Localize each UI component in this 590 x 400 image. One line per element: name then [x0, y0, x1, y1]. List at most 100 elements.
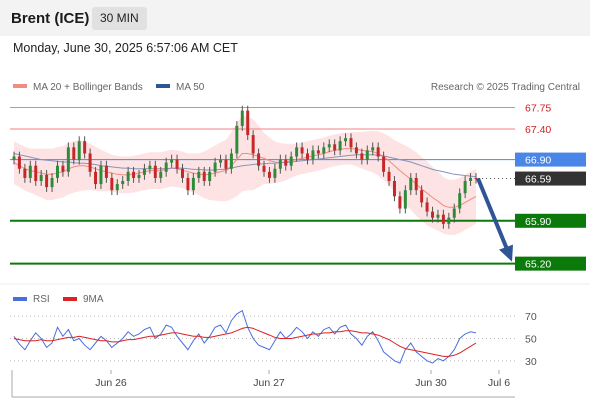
candle-body	[327, 144, 331, 148]
candle-body	[284, 159, 288, 166]
candle-body	[333, 144, 337, 151]
candle-body	[23, 168, 27, 178]
rsi-legend-label: RSI	[33, 294, 50, 305]
projection-arrow-head	[499, 244, 513, 262]
candle-body	[88, 153, 92, 172]
candle-body	[72, 147, 76, 160]
candle-body	[420, 190, 424, 203]
candle-body	[83, 141, 87, 154]
candle-body	[224, 159, 228, 169]
rsi-legend-swatch	[13, 297, 27, 301]
candle-body	[121, 181, 125, 185]
legend-swatch	[156, 84, 170, 88]
rsi-legend-label: 9MA	[83, 294, 104, 305]
level-label: 67.40	[525, 124, 551, 136]
level-label: 66.59	[525, 174, 551, 186]
legend-label: MA 20 + Bollinger Bands	[33, 82, 143, 93]
rsi-ma-line	[13, 326, 477, 357]
candle-body	[251, 135, 255, 154]
level-tag	[515, 152, 586, 167]
level-tag	[515, 256, 586, 271]
level-tag	[515, 213, 586, 228]
rsi-legend-swatch	[63, 297, 77, 301]
candle-body	[322, 147, 326, 154]
candle-body	[240, 110, 244, 126]
candle-body	[452, 208, 456, 218]
candle-body	[229, 153, 233, 169]
candle-body	[39, 174, 43, 181]
candle-body	[447, 217, 451, 224]
timeframe-button[interactable]: 30 MIN	[92, 7, 147, 30]
candle-body	[235, 125, 239, 154]
candle-body	[409, 177, 413, 191]
candle-body	[371, 147, 375, 151]
candle-body	[344, 138, 348, 142]
candle-body	[414, 177, 418, 191]
credit-text: Research © 2025 Trading Central	[431, 82, 580, 93]
candle-body	[431, 211, 435, 218]
candle-body	[392, 181, 396, 197]
candle-body	[66, 147, 70, 172]
candle-body	[360, 153, 364, 160]
candle-body	[202, 171, 206, 181]
chart-datetime: Monday, June 30, 2025 6:57:06 AM CET	[13, 41, 238, 55]
candle-body	[126, 171, 130, 181]
candle-body	[311, 150, 315, 160]
candle-body	[262, 165, 266, 172]
candle-body	[50, 177, 54, 188]
candle-body	[382, 156, 386, 172]
candle-body	[387, 171, 391, 181]
candle-body	[186, 177, 190, 191]
candle-body	[257, 153, 261, 166]
bollinger-band	[14, 115, 476, 235]
candle-body	[55, 165, 59, 178]
rsi-level-label: 30	[525, 356, 537, 368]
candle-body	[441, 214, 445, 224]
candle-body	[306, 153, 309, 160]
candle-body	[94, 171, 98, 185]
candle-body	[115, 184, 119, 191]
candle-body	[354, 147, 358, 154]
candle-body	[316, 150, 320, 154]
candle-body	[132, 171, 136, 178]
x-tick-label: Jul 6	[488, 377, 510, 389]
candle-body	[12, 156, 16, 160]
rsi-level-label: 50	[525, 334, 537, 346]
candle-body	[153, 165, 157, 178]
candle-body	[99, 165, 103, 185]
candle-body	[17, 156, 21, 169]
candle-body	[463, 181, 467, 194]
candle-body	[300, 147, 304, 154]
candle-body	[474, 177, 478, 179]
level-label: 65.20	[525, 259, 551, 271]
candle-body	[458, 193, 462, 209]
candle-body	[338, 141, 342, 151]
candle-body	[208, 171, 212, 181]
candle-body	[45, 174, 49, 188]
candle-body	[137, 174, 141, 178]
projection-arrow-shaft	[476, 177, 510, 253]
candle-body	[273, 168, 277, 178]
candle-body	[213, 162, 217, 172]
x-tick-label: Jun 27	[253, 377, 285, 389]
level-label: 66.90	[525, 155, 551, 167]
candle-body	[28, 165, 32, 178]
instrument-title: Brent (ICE)	[11, 10, 90, 27]
candle-body	[365, 150, 369, 160]
rsi-level-label: 70	[525, 311, 537, 323]
candle-body	[104, 165, 108, 178]
candle-body	[61, 165, 65, 172]
candle-body	[376, 147, 380, 157]
candle-body	[349, 138, 353, 148]
candle-body	[403, 190, 407, 209]
candle-body	[436, 214, 440, 218]
candle-body	[170, 159, 174, 163]
x-tick-label: Jun 26	[95, 377, 127, 389]
candle-body	[267, 171, 271, 178]
x-tick-label: Jun 30	[415, 377, 447, 389]
level-label: 67.75	[525, 103, 551, 115]
candle-body	[295, 147, 299, 157]
candle-body	[164, 162, 168, 172]
candle-body	[110, 177, 114, 191]
